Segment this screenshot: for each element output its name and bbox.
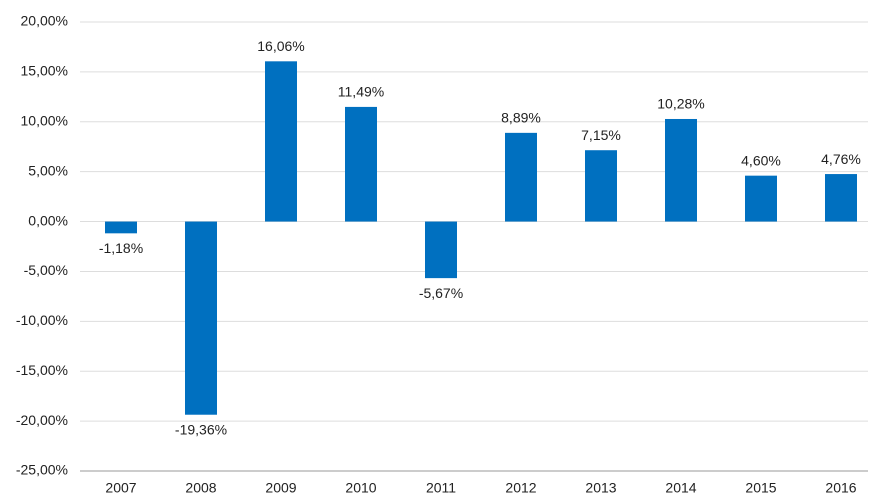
x-tick-label: 2016: [825, 480, 856, 496]
bar: [265, 61, 297, 222]
bar: [185, 221, 217, 415]
bar: [505, 132, 537, 222]
x-tick-label: 2015: [745, 480, 776, 496]
bar: [825, 174, 857, 222]
y-tick-label: -15,00%: [16, 362, 68, 378]
x-tick-label: 2008: [185, 480, 216, 496]
bar: [105, 221, 137, 234]
bar: [345, 106, 377, 222]
y-tick-label: 20,00%: [21, 13, 68, 29]
data-label: -1,18%: [99, 240, 143, 256]
data-label: 7,15%: [581, 127, 621, 143]
y-tick-label: -20,00%: [16, 412, 68, 428]
data-label: 11,49%: [338, 84, 384, 100]
x-tick-label: 2014: [665, 480, 696, 496]
bar: [745, 175, 777, 222]
data-label: 4,60%: [741, 152, 781, 168]
x-tick-label: 2009: [265, 480, 296, 496]
bar: [665, 118, 697, 222]
x-tick-label: 2013: [585, 480, 616, 496]
x-tick-label: 2012: [505, 480, 536, 496]
y-tick-label: -5,00%: [24, 262, 68, 278]
x-tick-label: 2007: [105, 480, 136, 496]
y-tick-label: 5,00%: [28, 162, 68, 178]
y-tick-label: 15,00%: [21, 63, 68, 79]
data-label: 4,76%: [821, 151, 861, 167]
data-label: -5,67%: [419, 285, 463, 301]
data-label: 8,89%: [501, 110, 541, 126]
x-tick-label: 2011: [426, 480, 456, 496]
bar: [585, 150, 617, 222]
bar: [425, 221, 457, 279]
y-tick-label: 10,00%: [21, 112, 68, 128]
y-tick-label: 0,00%: [28, 212, 68, 228]
data-label: 10,28%: [657, 96, 704, 112]
x-tick-label: 2010: [345, 480, 376, 496]
y-tick-label: -10,00%: [16, 312, 68, 328]
y-tick-label: -25,00%: [16, 462, 68, 478]
data-label: -19,36%: [175, 421, 227, 437]
data-label: 16,06%: [257, 38, 304, 54]
